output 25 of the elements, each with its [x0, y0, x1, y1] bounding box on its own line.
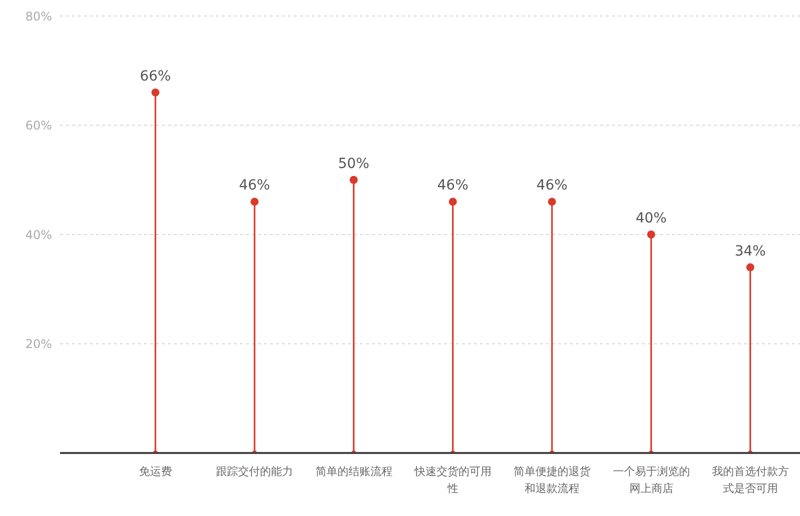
x-tick-label: 简单便捷的退货和退款流程	[514, 465, 591, 495]
data-label: 46%	[238, 178, 270, 194]
x-tick-label: 简单的结账流程	[315, 465, 392, 478]
point	[548, 198, 556, 206]
x-tick-label: 快速交货的可用性	[414, 465, 492, 495]
x-tick-label: 跟踪交付的能力	[216, 465, 294, 478]
y-tick-label: 60%	[25, 118, 52, 133]
y-tick-label: 20%	[25, 337, 52, 352]
point	[448, 198, 457, 206]
y-tick-label: 80%	[25, 9, 52, 24]
x-tick-label: 我的首选付款方式是否可用	[712, 465, 789, 495]
point	[746, 263, 754, 272]
x-tick-label: 免运费	[139, 465, 172, 478]
y-tick-label: 40%	[25, 228, 52, 242]
point	[250, 198, 259, 206]
data-label: 66%	[140, 68, 171, 84]
data-label: 50%	[338, 156, 370, 172]
data-label: 40%	[636, 210, 667, 226]
data-label: 46%	[536, 178, 568, 194]
data-label: 46%	[437, 178, 468, 194]
point	[647, 230, 656, 238]
point	[350, 176, 358, 184]
point	[151, 88, 160, 96]
x-tick-label: 一个易于浏览的网上商店	[612, 465, 690, 495]
data-label: 34%	[734, 243, 766, 260]
